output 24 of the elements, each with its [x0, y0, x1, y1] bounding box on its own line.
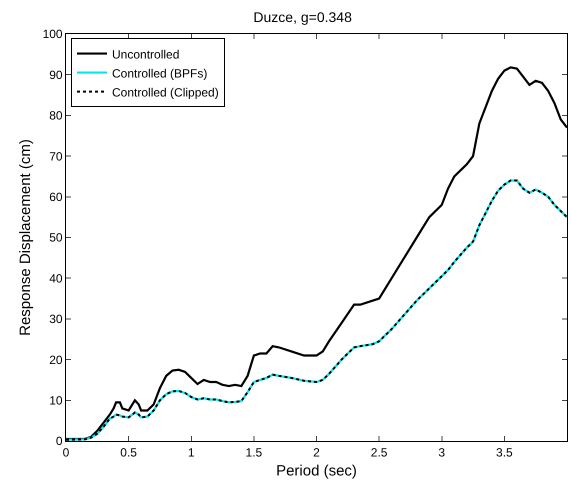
y-tick-label: 20 — [49, 352, 63, 367]
y-axis-title: Response Displacement (cm) — [16, 139, 34, 336]
y-tick-label: 90 — [49, 68, 63, 82]
x-tick-label: 3 — [438, 445, 446, 460]
chart-title: Duzce, g=0.348 — [253, 9, 352, 26]
x-tick-label: 3.5 — [496, 445, 514, 460]
y-tick-label: 0 — [56, 434, 63, 448]
y-tick-label: 50 — [49, 230, 63, 245]
legend-label: Controlled (Clipped) — [112, 85, 219, 100]
x-tick-label: 2.5 — [370, 445, 388, 460]
x-axis-title: Period (sec) — [276, 462, 357, 480]
x-tick-label: 1.5 — [246, 445, 263, 460]
y-tick-label: 60 — [49, 190, 63, 204]
x-tick-label: 1 — [188, 445, 195, 460]
legend-label: Controlled (BPFs) — [112, 66, 208, 80]
x-tick-label: 2 — [313, 445, 320, 460]
y-tick-label: 80 — [49, 108, 63, 123]
y-tick-label: 30 — [49, 312, 63, 326]
y-tick-label: 100 — [42, 27, 63, 42]
legend-label: Uncontrolled — [112, 47, 180, 62]
y-tick-label: 70 — [49, 149, 63, 164]
y-tick-label: 10 — [49, 394, 63, 408]
y-tick-label: 40 — [49, 271, 63, 286]
x-tick-label: 0.5 — [120, 445, 138, 460]
